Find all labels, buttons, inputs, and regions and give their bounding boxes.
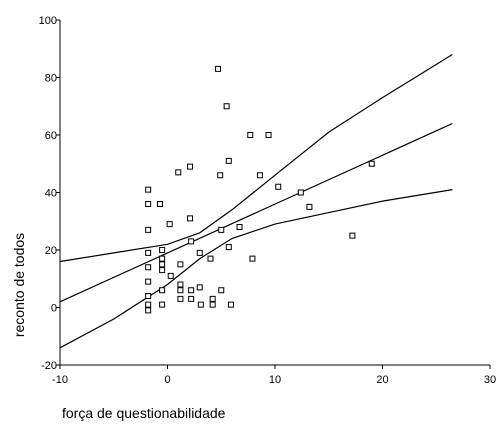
data-point xyxy=(145,307,152,314)
data-point xyxy=(218,226,225,233)
data-point xyxy=(209,301,216,308)
data-point xyxy=(256,172,263,179)
y-tick-label: 0 xyxy=(51,303,57,315)
data-point xyxy=(187,215,194,222)
axes: -20 0 20 40 60 80 100 -10 0 10 20 30 xyxy=(39,15,496,386)
data-point xyxy=(177,295,184,302)
y-tick-label: 80 xyxy=(45,73,57,85)
data-point xyxy=(306,203,313,210)
data-point xyxy=(177,287,184,294)
data-point xyxy=(225,157,232,164)
data-points xyxy=(145,65,375,314)
data-point xyxy=(145,293,152,299)
data-point xyxy=(159,261,166,268)
data-point xyxy=(159,267,166,274)
x-tick-label: 10 xyxy=(269,374,281,386)
data-point xyxy=(247,132,254,138)
data-point xyxy=(188,238,195,245)
data-point xyxy=(159,287,166,294)
data-point xyxy=(188,287,195,294)
x-axis-title: força de questionabilidade xyxy=(62,405,226,421)
data-point xyxy=(187,163,194,170)
data-point xyxy=(175,169,182,176)
data-point xyxy=(265,132,272,138)
y-axis-title: reconto de todos xyxy=(11,233,27,337)
data-point xyxy=(159,301,166,308)
x-tick-label: -10 xyxy=(52,374,68,386)
upper-confidence-curve xyxy=(59,53,453,263)
x-tick-label: 30 xyxy=(484,374,496,386)
data-point xyxy=(368,160,375,167)
data-point xyxy=(167,272,174,279)
data-point xyxy=(207,255,214,262)
data-point xyxy=(177,281,184,288)
data-point xyxy=(156,201,163,207)
data-point xyxy=(227,301,234,308)
data-point xyxy=(349,232,356,239)
data-point xyxy=(218,287,225,294)
data-point xyxy=(145,278,152,285)
data-point xyxy=(145,186,152,193)
data-point xyxy=(275,183,282,190)
data-point xyxy=(196,249,203,256)
data-point xyxy=(159,255,166,262)
y-tick-label: 20 xyxy=(45,245,57,257)
data-point xyxy=(197,301,204,308)
data-point xyxy=(145,301,152,308)
data-point xyxy=(166,221,173,228)
data-point xyxy=(177,261,184,268)
y-tick-label: 40 xyxy=(45,188,57,200)
lower-confidence-curve xyxy=(59,189,453,349)
data-point xyxy=(159,247,166,253)
data-point xyxy=(145,226,152,233)
regression-line xyxy=(59,122,453,303)
x-tick-label: 0 xyxy=(164,374,170,386)
y-tick-label: 100 xyxy=(39,15,57,27)
regression-curves xyxy=(59,53,453,349)
data-point xyxy=(236,224,243,230)
data-point xyxy=(297,189,304,196)
y-tick-label: -20 xyxy=(41,360,57,372)
data-point xyxy=(145,249,152,256)
data-point xyxy=(209,295,216,302)
data-point xyxy=(249,255,256,262)
y-tick-label: 60 xyxy=(45,130,57,142)
x-tick-label: 20 xyxy=(376,374,388,386)
data-point xyxy=(223,103,230,110)
data-point xyxy=(217,172,224,179)
data-point xyxy=(225,244,232,251)
data-point xyxy=(145,264,152,271)
data-point xyxy=(196,284,203,291)
data-point xyxy=(188,295,195,302)
data-point xyxy=(215,65,222,72)
data-point xyxy=(145,201,152,207)
